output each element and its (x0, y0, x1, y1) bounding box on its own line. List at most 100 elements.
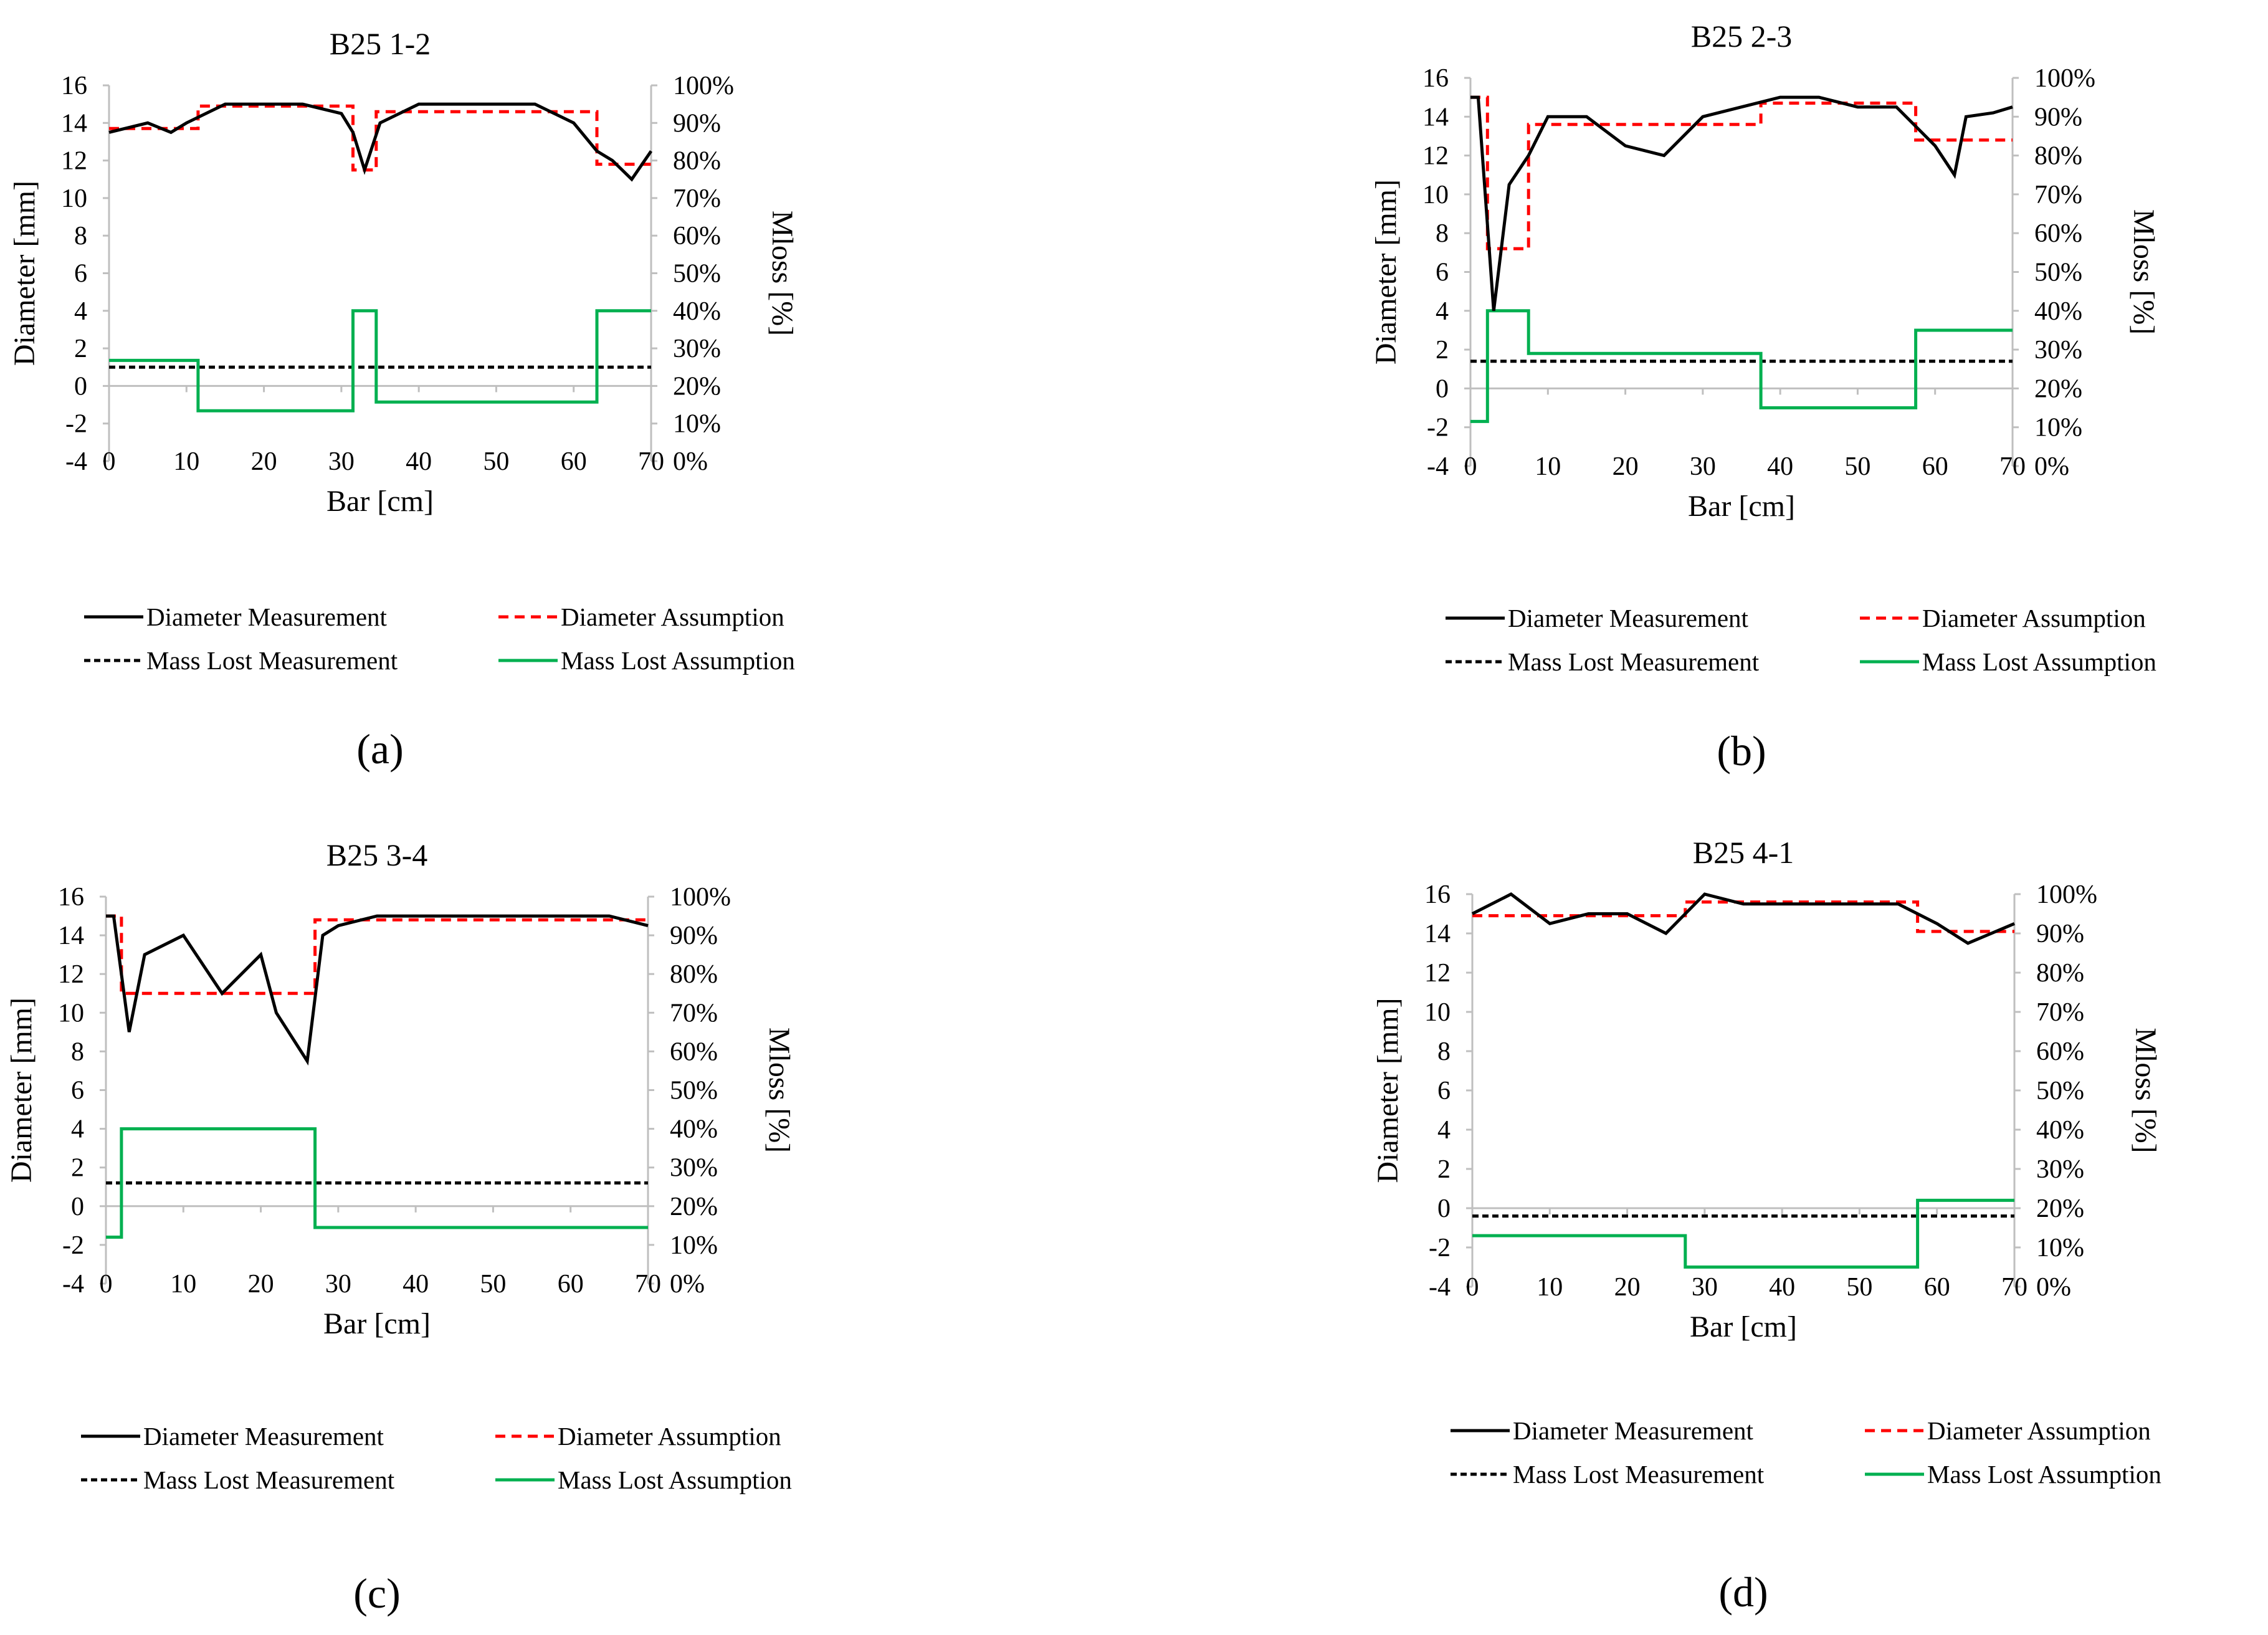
series-diameter-assumption (106, 914, 648, 995)
x-tick-label: 60 (561, 447, 587, 476)
y2-tick-label: 0% (673, 447, 708, 476)
x-axis-title: Bar [cm] (1690, 1310, 1797, 1343)
chart-panel-b: B25 2-3 -4 -2 0 2 4 6 8 10 12 14 16 0% 10% 20% 30% 40% 50… (1134, 0, 2268, 818)
x-tick-label: 20 (251, 447, 277, 476)
y-tick-label: 14 (1422, 103, 1449, 131)
y2-tick-label: 70% (673, 184, 721, 213)
x-tick-label: 0 (100, 1270, 113, 1299)
y2-tick-label: 10% (2036, 1234, 2084, 1262)
legend-label-diameter-measurement: Diameter Measurement (1508, 604, 1749, 632)
y2-tick-label: 20% (670, 1193, 718, 1221)
series-diameter-assumption (109, 104, 651, 172)
y-tick-label: -2 (62, 1231, 84, 1260)
x-tick-label: 70 (2001, 1273, 2027, 1302)
y2-tick-label: 100% (673, 72, 734, 100)
y-axis-title: Diameter [mm] (1370, 179, 1403, 365)
x-tick-label: 60 (1924, 1273, 1950, 1302)
y2-tick-label: 40% (2036, 1116, 2084, 1145)
y2-tick-label: 0% (2034, 452, 2069, 481)
chart-title: B25 3-4 (326, 837, 428, 872)
chart-svg-a: B25 1-2 -4 -2 0 2 4 6 8 10 12 14 16 0% 10% 20% 30% 40% 50… (8, 26, 799, 773)
legend-label-diameter-measurement: Diameter Measurement (146, 603, 388, 631)
y2-axis-title: Mloss [%] (2129, 1027, 2162, 1153)
y-tick-label: -4 (1427, 452, 1449, 481)
y-tick-label: 14 (1424, 920, 1451, 948)
x-tick-label: 10 (170, 1270, 196, 1299)
y-tick-label: 16 (61, 72, 87, 100)
x-tick-label: 30 (1692, 1273, 1718, 1302)
x-tick-label: 40 (1769, 1273, 1795, 1302)
series-diameter-measurement (1471, 892, 2015, 945)
series-diameter-assumption (1472, 900, 2014, 933)
series-diameter-measurement (1470, 95, 2013, 312)
legend-label-mass-lost-measurement: Mass Lost Measurement (146, 646, 398, 675)
x-tick-label: 30 (1690, 452, 1716, 481)
y2-tick-label: 30% (673, 335, 721, 363)
y-axis-title: Diameter [mm] (5, 998, 38, 1183)
y2-tick-label: 10% (673, 410, 721, 439)
y-tick-label: 4 (71, 1115, 84, 1144)
y-tick-label: 6 (71, 1077, 84, 1105)
chart-panel-a: B25 1-2 -4 -2 0 2 4 6 8 10 12 14 16 0% 10% 20% 30% 40% 50… (0, 0, 1134, 818)
legend-label-mass-lost-assumption: Mass Lost Assumption (1922, 647, 2156, 676)
x-tick-label: 40 (403, 1270, 429, 1299)
y2-tick-label: 50% (673, 260, 721, 288)
y-tick-label: -4 (62, 1270, 84, 1299)
x-tick-label: 20 (1613, 452, 1639, 481)
legend-label-mass-lost-assumption: Mass Lost Assumption (1927, 1460, 2161, 1489)
x-tick-label: 30 (328, 447, 355, 476)
y-tick-label: 14 (61, 109, 87, 138)
legend-label-diameter-measurement: Diameter Measurement (143, 1422, 384, 1451)
y2-axis-title: Mloss [%] (766, 211, 799, 336)
series-diameter-measurement (106, 914, 649, 1066)
y2-tick-label: 80% (2034, 142, 2082, 171)
y-tick-label: 12 (1422, 142, 1449, 171)
y2-tick-label: 80% (2036, 959, 2084, 988)
series-diameter-assumption (1470, 95, 2013, 250)
x-tick-label: 50 (1844, 452, 1870, 481)
legend-label-mass-lost-measurement: Mass Lost Measurement (1508, 647, 1760, 676)
x-tick-label: 60 (1922, 452, 1948, 481)
y2-tick-label: 90% (2036, 920, 2084, 948)
x-tick-label: 0 (1466, 1273, 1479, 1302)
panel-label: (c) (353, 1570, 400, 1617)
x-tick-label: 70 (638, 447, 664, 476)
y2-tick-label: 0% (670, 1270, 705, 1299)
chart-svg-c: B25 3-4 -4 -2 0 2 4 6 8 10 12 14 16 0% 10% 20% 30% 40% 50… (5, 837, 796, 1617)
y2-tick-label: 60% (2036, 1037, 2084, 1066)
y-axis-title: Diameter [mm] (1371, 998, 1404, 1183)
x-tick-label: 50 (480, 1270, 506, 1299)
chart-svg-d: B25 4-1 -4 -2 0 2 4 6 8 10 12 14 16 0% 10% 20% 30% 40% 50… (1371, 835, 2162, 1616)
y-tick-label: 10 (61, 184, 87, 213)
y-tick-label: -4 (65, 447, 87, 476)
chart-title: B25 4-1 (1693, 835, 1794, 870)
legend-label-diameter-assumption: Diameter Assumption (1927, 1416, 2151, 1445)
legend-label-mass-lost-assumption: Mass Lost Assumption (558, 1466, 792, 1494)
y-tick-label: 0 (1437, 1194, 1451, 1223)
series-mass-lost-assumption (106, 1127, 648, 1239)
y-tick-label: -2 (1427, 414, 1449, 442)
y-tick-label: 8 (71, 1037, 84, 1066)
x-tick-label: 30 (325, 1270, 351, 1299)
x-tick-label: 20 (248, 1270, 274, 1299)
y2-axis-title: Mloss [%] (763, 1027, 796, 1153)
x-tick-label: 70 (635, 1270, 661, 1299)
y-tick-label: 2 (74, 335, 87, 363)
y2-tick-label: 40% (670, 1115, 718, 1144)
y2-tick-label: 90% (2034, 103, 2082, 131)
legend-label-diameter-assumption: Diameter Assumption (558, 1422, 781, 1451)
legend-label-mass-lost-measurement: Mass Lost Measurement (143, 1466, 395, 1494)
y-tick-label: 10 (1424, 998, 1451, 1027)
y2-tick-label: 50% (2034, 259, 2082, 287)
x-tick-label: 40 (1767, 452, 1793, 481)
x-tick-label: 20 (1614, 1273, 1641, 1302)
legend-label-mass-lost-measurement: Mass Lost Measurement (1513, 1460, 1765, 1489)
panel-label: (a) (356, 725, 403, 773)
y-tick-label: 10 (58, 999, 84, 1027)
y2-tick-label: 50% (2036, 1077, 2084, 1105)
y2-tick-label: 70% (670, 999, 718, 1027)
x-tick-label: 10 (1535, 452, 1561, 481)
y2-tick-label: 90% (670, 922, 718, 950)
x-tick-label: 40 (406, 447, 432, 476)
y2-tick-label: 70% (2036, 998, 2084, 1027)
